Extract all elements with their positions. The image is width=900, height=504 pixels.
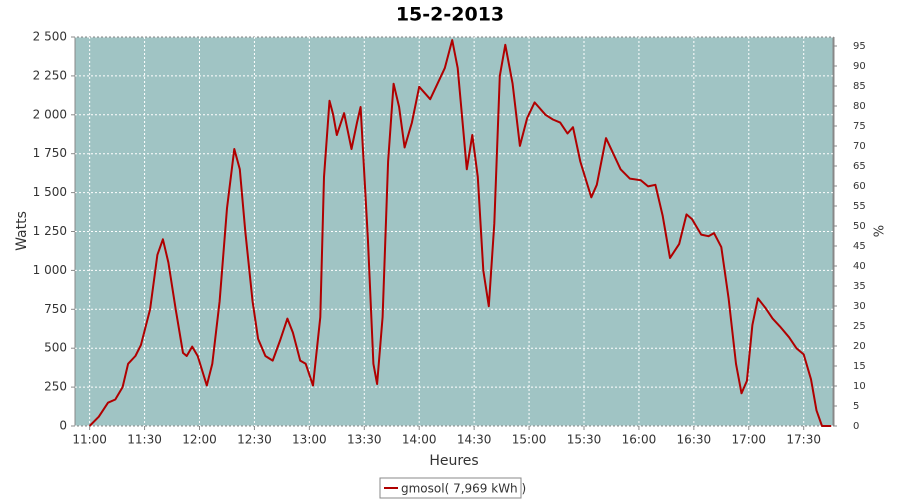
- legend-box: [379, 477, 522, 499]
- y2-tick-label: 40: [853, 261, 866, 272]
- x-tick-label: 15:00: [512, 433, 547, 447]
- x-tick-label: 11:30: [127, 433, 162, 447]
- chart-title: 15-2-2013: [396, 4, 504, 26]
- x-tick-label: 13:30: [347, 433, 382, 447]
- y2-tick-label: 10: [853, 381, 866, 392]
- y2-tick-label: 30: [853, 301, 866, 312]
- y-tick-label: 1 250: [33, 224, 67, 238]
- y2-axis-label: %: [873, 225, 888, 237]
- x-tick-label: 11:00: [72, 433, 107, 447]
- y-tick-label: 250: [44, 380, 67, 394]
- y2-tick-label: 85: [853, 81, 866, 92]
- plot-area: [74, 36, 834, 427]
- y2-tick-label: 20: [853, 341, 866, 352]
- y-tick-label: 1 000: [33, 263, 67, 277]
- y-tick-label: 750: [44, 302, 67, 316]
- y2-tick-label: 90: [853, 61, 866, 72]
- y2-tick-label: 15: [853, 361, 866, 372]
- y-tick-label: 500: [44, 341, 67, 355]
- y2-tick-label: 0: [853, 421, 859, 432]
- y2-tick-label: 55: [853, 201, 866, 212]
- x-tick-label: 12:00: [182, 433, 217, 447]
- x-tick-label: 17:00: [731, 433, 766, 447]
- x-tick-label: 14:00: [402, 433, 437, 447]
- y2-tick-label: 75: [853, 121, 866, 132]
- y2-tick-label: 5: [853, 401, 859, 412]
- x-axis-label: Heures: [429, 453, 478, 469]
- y-axis-label: Watts: [14, 211, 30, 251]
- y2-tick-label: 65: [853, 161, 866, 172]
- x-tick-label: 17:30: [786, 433, 821, 447]
- y-tick-label: 2 250: [33, 68, 67, 82]
- y2-tick-label: 25: [853, 321, 866, 332]
- x-tick-label: 16:00: [622, 433, 657, 447]
- legend-label: gmosol( 7,969 kWh ): [401, 482, 526, 496]
- x-tick-label: 16:30: [677, 433, 712, 447]
- x-tick-label: 14:30: [457, 433, 492, 447]
- y2-tick-label: 95: [853, 41, 866, 52]
- y-tick-label: 1 750: [33, 146, 67, 160]
- y-tick-label: 1 500: [33, 185, 67, 199]
- x-tick-label: 13:00: [292, 433, 327, 447]
- y2-tick-label: 70: [853, 141, 866, 152]
- x-tick-label: 15:30: [567, 433, 602, 447]
- y2-tick-label: 80: [853, 101, 866, 112]
- y2-tick-label: 45: [853, 241, 866, 252]
- y2-tick-label: 35: [853, 281, 866, 292]
- y-tick-label: 0: [59, 419, 67, 433]
- series-line: [88, 39, 832, 427]
- x-tick-label: 12:30: [237, 433, 272, 447]
- y2-tick-label: 50: [853, 221, 866, 232]
- y2-tick-label: 60: [853, 181, 866, 192]
- y-tick-label: 2 000: [33, 107, 67, 121]
- y-tick-label: 2 500: [33, 30, 67, 44]
